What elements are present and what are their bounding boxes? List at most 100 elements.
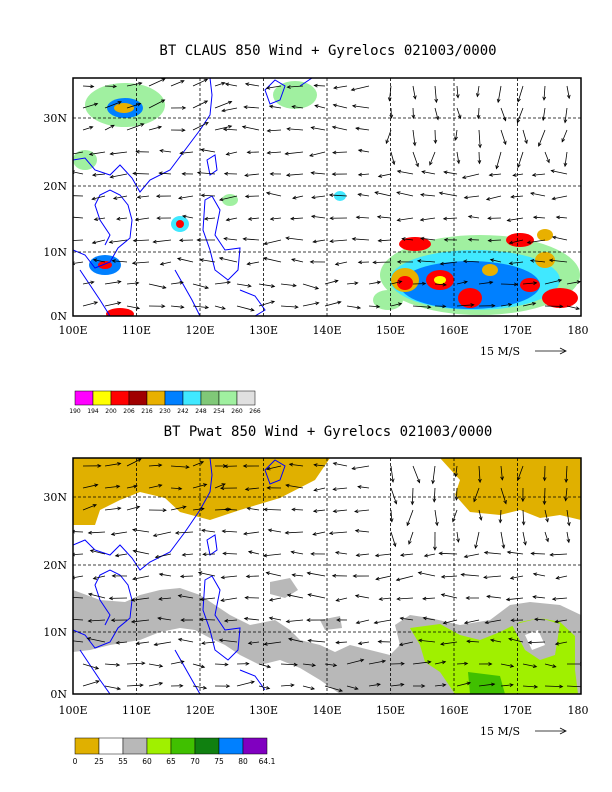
wind-vector-head xyxy=(108,240,114,244)
wind-vector xyxy=(566,685,581,688)
wind-vector xyxy=(92,195,106,200)
wind-vector-head xyxy=(306,618,311,622)
wind-vector xyxy=(136,641,150,645)
wind-vector-head xyxy=(576,280,581,284)
wind-vector-head xyxy=(270,284,276,288)
wind-vector-head xyxy=(398,642,404,647)
wind-vector-head xyxy=(284,530,289,535)
wind-vector xyxy=(224,508,238,511)
wind-vector-head xyxy=(508,261,513,266)
wind-vector xyxy=(126,123,144,131)
wind-vector xyxy=(126,506,140,511)
wind-vector xyxy=(500,531,505,549)
wind-vector-head xyxy=(377,639,382,644)
wind-vector-head xyxy=(158,572,164,577)
wind-vector xyxy=(192,461,204,467)
wind-vector xyxy=(329,194,348,197)
colorbar-swatch xyxy=(218,390,238,406)
wind-vector-head xyxy=(200,193,205,198)
wind-vector xyxy=(455,129,458,140)
wind-vector xyxy=(258,283,275,287)
wind-vector xyxy=(311,195,326,198)
wind-vector-head xyxy=(532,595,537,599)
wind-vector-head xyxy=(90,84,95,89)
wind-vector xyxy=(222,530,238,533)
wind-vector xyxy=(73,640,84,643)
wind-vector xyxy=(550,553,568,556)
colorbar-label: 0 xyxy=(73,757,78,766)
wind-vector xyxy=(115,553,128,557)
top-y-tick: 20N xyxy=(43,180,67,193)
wind-vector-head xyxy=(181,128,186,133)
wind-vector-head xyxy=(116,484,121,489)
wind-vector-head xyxy=(313,463,318,467)
wind-vector xyxy=(243,531,260,535)
wind-vector-head xyxy=(90,280,95,285)
wind-vector-head xyxy=(204,122,209,126)
wind-vector xyxy=(104,302,121,307)
wind-vector xyxy=(368,683,381,687)
wind-vector xyxy=(285,151,304,155)
wind-vector xyxy=(148,99,165,109)
wind-vector xyxy=(390,151,395,165)
wind-vector xyxy=(443,217,458,220)
wind-vector-head xyxy=(221,81,226,86)
wind-vector-head xyxy=(397,302,403,307)
wind-vector-head xyxy=(310,171,315,175)
wind-vector xyxy=(314,105,326,109)
top-x-tick: 100E xyxy=(58,324,87,337)
wind-vector-head xyxy=(510,194,515,199)
wind-vector-head xyxy=(332,103,337,108)
wind-vector-head xyxy=(91,240,97,245)
wind-vector-head xyxy=(332,509,337,513)
wind-vector xyxy=(443,171,458,175)
wind-vector xyxy=(374,619,392,624)
wind-vector xyxy=(566,305,580,310)
wind-vector-head xyxy=(245,574,250,579)
wind-vector xyxy=(483,575,502,578)
wind-vector-head xyxy=(314,104,319,109)
bottom-y-tick: 0N xyxy=(50,688,67,701)
wind-vector xyxy=(280,305,298,308)
wind-vector xyxy=(236,681,255,687)
wind-vector xyxy=(464,553,480,558)
wind-vector-head xyxy=(412,142,417,147)
top-reference-label: 15 M/S xyxy=(480,345,520,358)
wind-vector xyxy=(148,464,162,467)
wind-vector xyxy=(402,238,414,241)
wind-vector xyxy=(131,597,150,601)
wind-vector xyxy=(309,151,326,157)
wind-vector-head xyxy=(310,214,316,219)
wind-vector-head xyxy=(463,195,469,200)
wind-vector-head xyxy=(201,641,206,645)
wind-vector xyxy=(290,217,304,220)
wind-vector xyxy=(170,465,189,468)
bottom-reference-label: 15 M/S xyxy=(480,725,520,738)
wind-vector-head xyxy=(335,640,340,645)
colorbar-label: 80 xyxy=(238,757,248,766)
bottom-x-tick: 170E xyxy=(503,704,532,717)
wind-vector xyxy=(486,595,502,599)
wind-vector xyxy=(126,103,141,109)
wind-vector-head xyxy=(266,128,271,133)
wind-vector-head xyxy=(331,573,337,578)
wind-vector-head xyxy=(197,571,203,575)
wind-vector xyxy=(456,107,461,119)
wind-vector xyxy=(148,283,166,289)
wind-vector-head xyxy=(87,592,93,597)
wind-vector xyxy=(508,638,524,643)
wind-vector xyxy=(93,259,106,263)
wind-vector-head xyxy=(244,487,250,491)
wind-vector-head xyxy=(473,498,477,503)
wind-vector xyxy=(263,257,282,263)
wind-vector-head xyxy=(489,280,494,285)
wind-vector-head xyxy=(498,519,503,524)
wind-vector-head xyxy=(285,483,290,488)
wind-vector-head xyxy=(116,686,122,691)
wind-vector xyxy=(126,485,138,489)
wind-vector xyxy=(314,85,326,87)
wind-vector xyxy=(500,129,507,145)
wind-vector xyxy=(421,171,436,175)
wind-vector xyxy=(565,487,568,501)
wind-vector xyxy=(292,195,304,199)
